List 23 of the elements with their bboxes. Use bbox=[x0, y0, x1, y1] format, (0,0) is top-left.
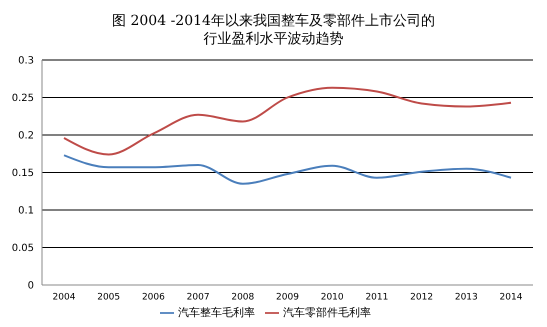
x-tick-label: 2012 bbox=[410, 292, 434, 302]
y-tick-label: 0.15 bbox=[12, 168, 34, 180]
x-tick-label: 2011 bbox=[365, 292, 388, 302]
x-tick-label: 2009 bbox=[276, 292, 300, 302]
y-tick-label: 0 bbox=[28, 280, 34, 292]
legend-label: 汽车零部件毛利率 bbox=[283, 306, 371, 319]
y-tick-label: 0.2 bbox=[18, 130, 34, 142]
y-tick-label: 0.25 bbox=[12, 93, 34, 104]
x-tick-label: 2007 bbox=[186, 292, 210, 302]
chart-title: 图 2004 -2014年以来我国整车及零部件上市公司的行业盈利水平波动趋势 bbox=[111, 12, 436, 48]
x-tick-label: 2013 bbox=[454, 292, 478, 302]
line-series bbox=[63, 86, 512, 156]
x-tick-label: 2005 bbox=[97, 292, 120, 302]
line-series bbox=[63, 154, 512, 185]
x-tick-label: 2014 bbox=[500, 292, 523, 302]
x-tick-label: 2010 bbox=[320, 292, 344, 302]
legend-label: 汽车整车毛利率 bbox=[178, 306, 255, 319]
x-tick-label: 2004 bbox=[52, 292, 76, 302]
x-tick-label: 2008 bbox=[231, 292, 255, 302]
y-tick-label: 0.3 bbox=[18, 56, 34, 67]
x-tick-label: 2006 bbox=[142, 292, 166, 302]
y-tick-label: 0.05 bbox=[12, 243, 34, 254]
y-tick-label: 0.1 bbox=[18, 206, 34, 217]
